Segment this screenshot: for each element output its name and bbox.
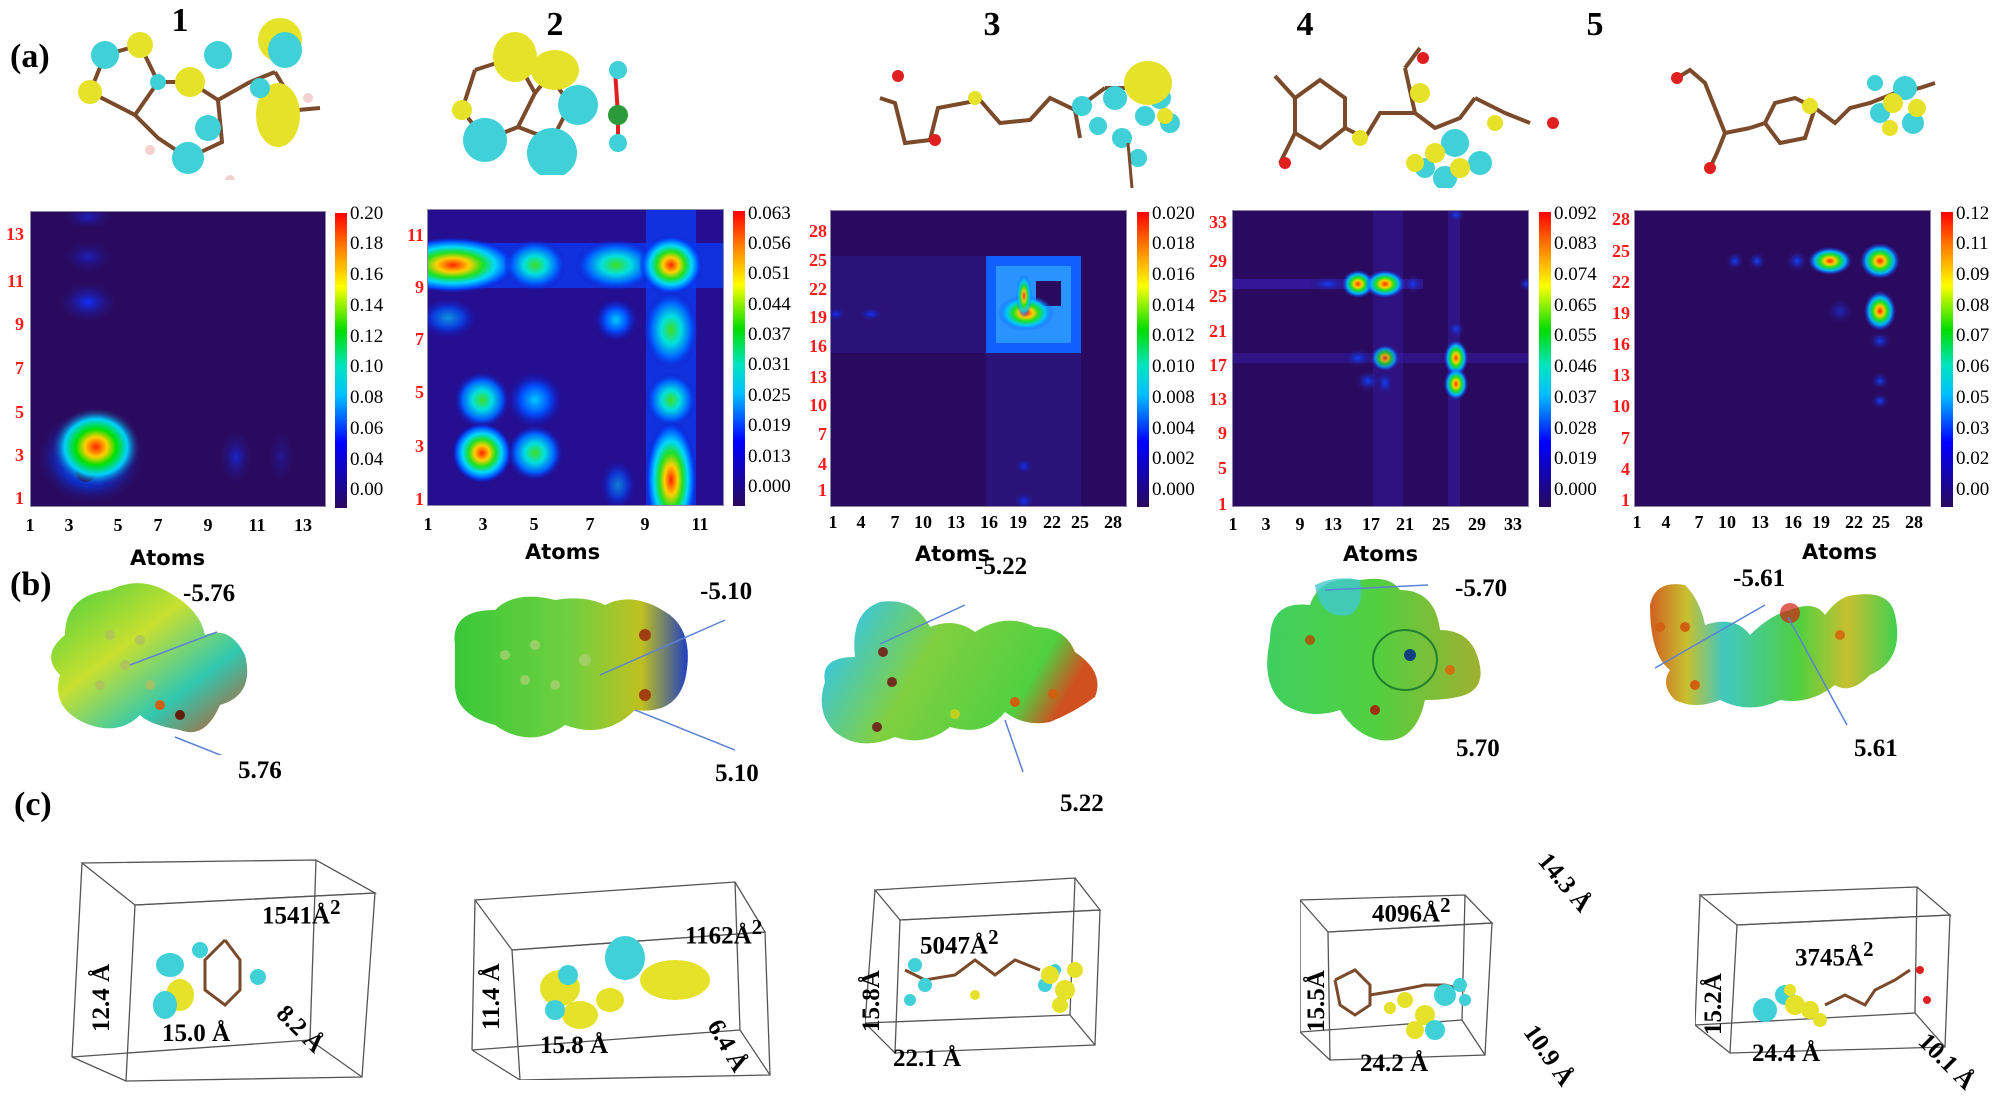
box-height-2: 11.4 Å (478, 963, 505, 1030)
esp-min-4: -5.70 (1455, 575, 1508, 602)
heatmap-1 (30, 211, 326, 507)
molecule-number-5: 5 (1586, 6, 1604, 43)
box-extra-4: 14.3 Å (1532, 848, 1597, 918)
molecule-number-3: 3 (983, 6, 1001, 43)
box-width-5: 24.4 Å (1752, 1040, 1821, 1067)
orbital-structure-4 (1273, 46, 1559, 188)
simulation-box-5 (1695, 886, 1952, 1054)
box-width-3: 22.1 Å (893, 1045, 962, 1072)
box-area-3: 5047Å2 (920, 925, 999, 960)
orbital-structure-3 (879, 61, 1180, 189)
x-axis-label-3: Atoms (915, 542, 991, 566)
esp-max-3: 5.22 (1060, 790, 1104, 817)
x-axis-label-5: Atoms (1802, 540, 1878, 564)
esp-max-5: 5.61 (1854, 735, 1898, 762)
heatmap-5 (1634, 210, 1931, 507)
esp-min-1: -5.76 (183, 580, 236, 607)
simulation-box-3 (865, 877, 1102, 1054)
colorbar-ticks-5: 0.12 0.11 0.09 0.08 0.07 0.06 0.05 0.03 … (1956, 204, 1990, 500)
molecule-number-1: 1 (171, 2, 189, 39)
colorbar-ticks-2: 0.063 0.056 0.051 0.044 0.037 0.031 0.02… (748, 203, 791, 497)
esp-surface-2 (454, 596, 735, 751)
x-axis-label-4: Atoms (1343, 542, 1419, 566)
x-axis-label-2: Atoms (525, 540, 601, 564)
heatmap-2 (427, 209, 724, 506)
simulation-box-2 (471, 881, 771, 1080)
colorbar-ticks-3: 0.020 0.018 0.016 0.014 0.012 0.010 0.00… (1152, 203, 1195, 500)
esp-surface-4 (1267, 578, 1481, 741)
colorbar-2 (733, 211, 745, 506)
orbital-structure-1 (78, 18, 321, 180)
x-axis-label-1: Atoms (130, 546, 206, 570)
box-height-5: 15.2Å (1700, 973, 1727, 1035)
box-width-4: 24.2 Å (1360, 1050, 1429, 1077)
box-height-3: 15.8Å (858, 970, 885, 1032)
colorbar-1 (335, 213, 347, 508)
panel-label-c: (c) (14, 786, 52, 823)
esp-min-3: -5.22 (975, 553, 1028, 580)
esp-max-4: 5.70 (1456, 735, 1500, 762)
esp-min-5: -5.61 (1733, 565, 1786, 592)
esp-surface-1 (51, 583, 248, 755)
colorbar-3 (1137, 212, 1149, 507)
esp-max-1: 5.76 (238, 757, 282, 784)
panel-label-b: (b) (10, 566, 52, 603)
esp-surface-3 (821, 601, 1098, 773)
esp-surface-5 (1650, 584, 1898, 726)
heatmap-4 (1232, 210, 1529, 507)
orbital-structure-5 (1671, 67, 1936, 174)
colorbar-ticks-1: 0.20 0.18 0.16 0.14 0.12 0.10 0.08 0.06 … (350, 203, 384, 500)
simulation-box-1 (71, 859, 378, 1082)
heatmap-3 (830, 210, 1127, 507)
colorbar-5 (1941, 212, 1953, 507)
box-height-1: 12.4 Å (88, 963, 115, 1032)
box-area-5: 3745Å2 (1795, 937, 1874, 972)
esp-max-2: 5.10 (715, 760, 759, 787)
molecule-number-4: 4 (1296, 6, 1314, 43)
panel-label-a: (a) (10, 38, 50, 75)
orbital-structure-2 (452, 32, 628, 175)
box-height-4: 15.5Å (1303, 970, 1330, 1032)
molecule-number-2: 2 (546, 6, 564, 43)
esp-min-2: -5.10 (700, 578, 753, 605)
colorbar-4 (1539, 212, 1551, 507)
box-area-2: 1162Å2 (685, 915, 763, 950)
box-width-1: 15.0 Å (162, 1020, 231, 1047)
colorbar-ticks-4: 0.092 0.083 0.074 0.065 0.055 0.046 0.03… (1554, 203, 1597, 500)
box-area-4: 4096Å2 (1372, 893, 1451, 928)
box-width-2: 15.8 Å (540, 1032, 609, 1059)
box-area-1: 1541Å2 (262, 895, 341, 930)
simulation-box-4 (1300, 894, 1494, 1061)
